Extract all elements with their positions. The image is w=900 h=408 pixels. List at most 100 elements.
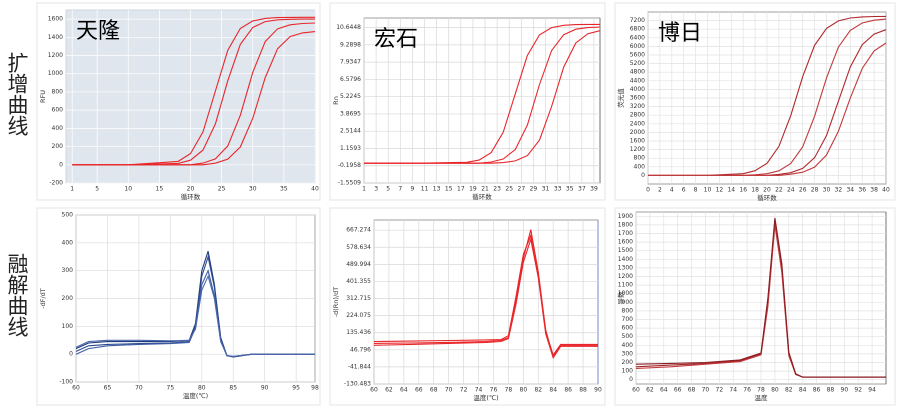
x-axis-label: 温度(℃) bbox=[473, 393, 498, 402]
y-tick-label: 1200 bbox=[630, 146, 645, 153]
x-tick-label: 74 bbox=[729, 387, 737, 394]
x-tick-label: 72 bbox=[460, 387, 468, 394]
y-tick-label: 900 bbox=[622, 299, 634, 306]
x-tick-label: 86 bbox=[813, 387, 821, 394]
y-tick-label: 300 bbox=[622, 350, 634, 357]
y-tick-label: 600 bbox=[52, 107, 64, 114]
y-tick-label: 489.994 bbox=[346, 261, 371, 268]
y-tick-label: 3600 bbox=[630, 95, 645, 102]
x-tick-label: 13 bbox=[433, 186, 441, 193]
x-tick-label: 10 bbox=[704, 187, 712, 194]
x-tick-label: 62 bbox=[385, 387, 393, 394]
y-tick-label: 1400 bbox=[618, 256, 633, 263]
y-tick-label: 10.6448 bbox=[336, 24, 361, 31]
y-tick-label: 1600 bbox=[48, 16, 63, 23]
y-tick-label: 0 bbox=[629, 376, 633, 383]
chart-title: 天隆 bbox=[76, 19, 120, 44]
x-tick-label: 76 bbox=[490, 387, 498, 394]
x-tick-label: 19 bbox=[469, 186, 477, 193]
curve bbox=[373, 237, 598, 360]
y-tick-label: 0 bbox=[641, 172, 645, 179]
x-tick-label: 17 bbox=[457, 186, 465, 193]
x-tick-label: 27 bbox=[518, 186, 526, 193]
x-tick-label: 75 bbox=[167, 385, 175, 392]
x-tick-label: 6 bbox=[682, 187, 686, 194]
x-tick-label: 29 bbox=[530, 186, 538, 193]
x-tick-label: 84 bbox=[799, 387, 807, 394]
y-tick-label: 800 bbox=[52, 88, 64, 95]
x-tick-label: 18 bbox=[751, 187, 759, 194]
x-tick-label: 37 bbox=[578, 186, 586, 193]
x-tick-label: 5 bbox=[386, 186, 390, 193]
y-tick-label: 1400 bbox=[48, 34, 63, 41]
y-tick-label: 1000 bbox=[618, 290, 633, 297]
x-tick-label: 88 bbox=[827, 387, 835, 394]
x-tick-label: 90 bbox=[841, 387, 849, 394]
y-tick-label: 400 bbox=[622, 342, 634, 349]
x-tick-label: 38 bbox=[870, 187, 878, 194]
y-tick-label: 400 bbox=[62, 239, 74, 246]
y-tick-label: 800 bbox=[634, 155, 646, 162]
x-tick-label: 98 bbox=[311, 385, 319, 392]
x-tick-label: 28 bbox=[811, 187, 819, 194]
y-tick-label: -100 bbox=[59, 379, 73, 386]
y-tick-label: 100 bbox=[62, 323, 74, 330]
x-tick-label: 25 bbox=[218, 186, 226, 193]
y-tick-label: 46.796 bbox=[350, 346, 371, 353]
x-tick-label: 60 bbox=[632, 387, 640, 394]
x-tick-label: 88 bbox=[579, 387, 587, 394]
y-tick-label: 100 bbox=[622, 368, 634, 375]
x-tick-label: 72 bbox=[716, 387, 724, 394]
curve bbox=[72, 31, 316, 166]
x-tick-label: 14 bbox=[727, 187, 735, 194]
x-tick-label: 21 bbox=[481, 186, 489, 193]
y-tick-label: 667.274 bbox=[346, 227, 371, 234]
x-tick-label: 16 bbox=[739, 187, 747, 194]
y-tick-label: -130.483 bbox=[344, 381, 371, 388]
x-tick-label: 35 bbox=[566, 186, 574, 193]
x-tick-label: 5 bbox=[95, 186, 99, 193]
y-tick-label: 7.9347 bbox=[340, 59, 361, 66]
x-tick-label: 25 bbox=[505, 186, 513, 193]
y-tick-label: 1600 bbox=[630, 138, 645, 145]
y-tick-label: 800 bbox=[622, 307, 634, 314]
y-tick-label: -1.5509 bbox=[338, 180, 361, 187]
y-tick-label: -200 bbox=[49, 180, 63, 187]
y-tick-label: 1200 bbox=[618, 273, 633, 280]
x-tick-label: 70 bbox=[445, 387, 453, 394]
x-tick-label: 68 bbox=[688, 387, 696, 394]
y-tick-label: 1200 bbox=[48, 52, 63, 59]
x-tick-label: 78 bbox=[505, 387, 513, 394]
x-tick-label: 84 bbox=[549, 387, 557, 394]
y-tick-label: 1700 bbox=[618, 230, 633, 237]
x-axis-label: 循环数 bbox=[757, 193, 777, 202]
x-tick-label: 0 bbox=[646, 187, 650, 194]
x-axis-label: 温度(℃) bbox=[183, 391, 208, 400]
x-tick-label: 82 bbox=[534, 387, 542, 394]
y-tick-label: 2000 bbox=[630, 129, 645, 136]
x-axis-label: 循环数 bbox=[472, 192, 492, 201]
x-tick-label: 78 bbox=[757, 387, 765, 394]
x-tick-label: 40 bbox=[311, 186, 319, 193]
x-tick-label: 62 bbox=[646, 387, 654, 394]
x-tick-label: 90 bbox=[594, 387, 602, 394]
y-tick-label: 3200 bbox=[630, 103, 645, 110]
y-tick-label: 6800 bbox=[630, 26, 645, 33]
x-tick-label: 60 bbox=[370, 387, 378, 394]
y-tick-label: 5600 bbox=[630, 52, 645, 59]
y-tick-label: 500 bbox=[62, 212, 74, 219]
y-tick-label: 5.2245 bbox=[340, 93, 361, 100]
x-tick-label: 66 bbox=[674, 387, 682, 394]
x-tick-label: 9 bbox=[410, 186, 414, 193]
x-tick-label: 15 bbox=[156, 186, 164, 193]
y-tick-label: 0 bbox=[69, 351, 73, 358]
y-tick-label: 135.436 bbox=[346, 329, 371, 336]
chart-title: 博日 bbox=[658, 21, 702, 46]
x-tick-label: 74 bbox=[475, 387, 483, 394]
y-axis-label: -d(Rn)/dT bbox=[332, 287, 340, 317]
curve bbox=[364, 23, 600, 164]
x-tick-label: 86 bbox=[564, 387, 572, 394]
x-tick-label: 1 bbox=[70, 186, 74, 193]
x-tick-label: 90 bbox=[261, 385, 269, 392]
